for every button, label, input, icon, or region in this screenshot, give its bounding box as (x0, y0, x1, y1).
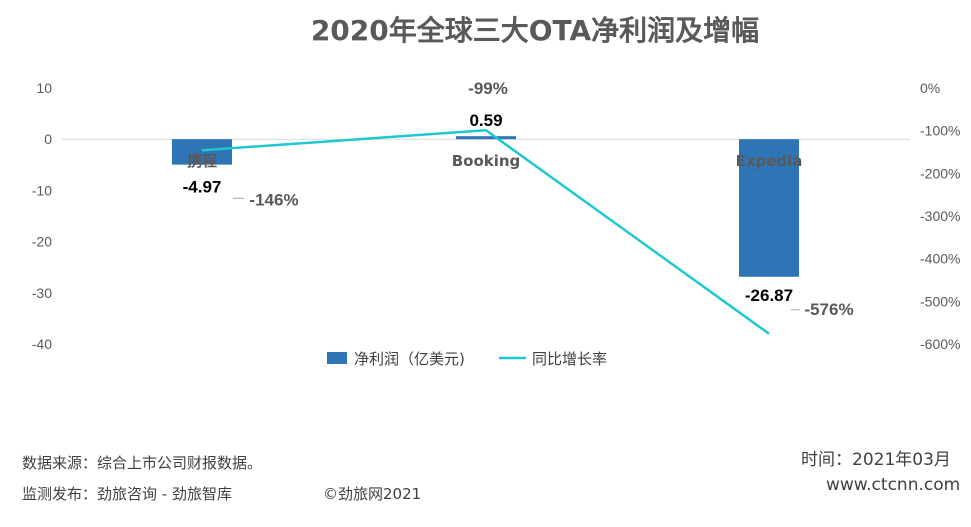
left-axis-tick-label: -20 (32, 234, 52, 250)
category-labels: 携程 Booking Expedia (187, 152, 802, 170)
monitor-note: 监测发布：劲旅咨询 - 劲旅智库 (22, 485, 232, 503)
right-axis-tick-label: -500% (920, 293, 960, 309)
category-label: Expedia (736, 152, 803, 170)
time-note: 时间：2021年03月 (801, 450, 951, 470)
right-axis-tick-label: 0% (920, 80, 940, 96)
right-axis-tick-label: -200% (920, 165, 960, 181)
category-label: Booking (452, 152, 521, 170)
bar-data-label: 0.59 (469, 111, 502, 130)
source-note: 数据来源：综合上市公司财报数据。 (22, 454, 263, 472)
growth-line (201, 128, 770, 335)
bar-series (172, 136, 799, 277)
bar-data-label: -26.87 (745, 286, 793, 305)
bar (456, 136, 516, 140)
copyright-note: ©劲旅网2021 (323, 485, 422, 503)
line-data-labels: -146% -99% -576% (233, 79, 854, 319)
left-axis-tick-label: 10 (36, 80, 52, 96)
legend-bar-swatch (327, 352, 347, 364)
line-data-label: -146% (249, 190, 298, 209)
line-data-label: -99% (468, 79, 508, 98)
right-axis-tick-label: -600% (920, 336, 960, 352)
line-series (201, 128, 770, 335)
bar-data-label: -4.97 (183, 178, 222, 197)
bar (172, 139, 232, 165)
category-label: 携程 (187, 152, 217, 170)
right-axis-tick-label: -100% (920, 123, 960, 139)
bar (739, 139, 799, 277)
left-axis-tick-label: -10 (32, 182, 52, 198)
chart-title: 2020年全球三大OTA净利润及增幅 (311, 14, 759, 47)
right-axis-tick-label: -400% (920, 251, 960, 267)
legend-line-label: 同比增长率 (532, 350, 607, 368)
left-axis-tick-label: 0 (44, 131, 52, 147)
legend: 净利润（亿美元) 同比增长率 (327, 350, 607, 368)
left-axis-tick-label: -40 (32, 336, 52, 352)
left-axis-tick-label: -30 (32, 285, 52, 301)
left-axis: 10 0 -10 -20 -30 -40 (32, 80, 52, 352)
line-data-label: -576% (804, 300, 853, 319)
right-axis-tick-label: -300% (920, 208, 960, 224)
website-link[interactable]: www.ctcnn.com (826, 475, 961, 495)
legend-bar-label: 净利润（亿美元) (354, 350, 465, 368)
right-axis: 0% -100% -200% -300% -400% -500% -600% (920, 80, 960, 352)
bar-data-labels: -4.97 0.59 -26.87 (183, 111, 793, 305)
